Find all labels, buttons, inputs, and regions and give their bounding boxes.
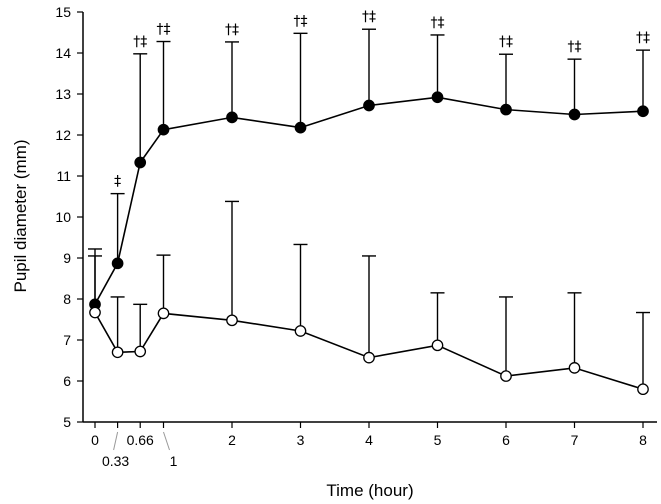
x-tick-label: 3	[297, 432, 305, 448]
y-tick-label: 9	[63, 250, 71, 266]
filled-data-point	[637, 105, 649, 118]
y-tick-label: 8	[63, 291, 71, 307]
significance-layer: ‡ †‡ †‡ †‡ †‡ †‡ †‡ †‡ †‡ †‡	[114, 9, 650, 189]
significance-marker: †‡	[431, 15, 445, 31]
x-tick-label: 0.33	[102, 453, 129, 469]
x-tick-label: 1	[170, 453, 178, 469]
y-tick-label: 12	[55, 127, 71, 143]
x-tick-label: 6	[502, 432, 510, 448]
filled-data-point	[500, 103, 512, 116]
x-axis-title: Time (hour)	[326, 481, 413, 500]
y-tick-label: 11	[56, 168, 71, 184]
significance-marker: †‡	[362, 9, 376, 25]
data-points-layer	[89, 91, 649, 396]
open-data-point	[157, 307, 170, 320]
significance-marker: ‡	[114, 174, 121, 190]
y-tick-label: 10	[55, 209, 71, 225]
filled-data-point	[294, 121, 307, 134]
y-tick-label: 6	[63, 373, 71, 389]
open-data-point	[111, 346, 124, 359]
significance-marker: †‡	[133, 34, 147, 50]
significance-marker: †‡	[636, 30, 650, 46]
x-tick-label: 0	[91, 432, 99, 448]
significance-marker: †‡	[499, 34, 513, 50]
filled-data-point	[568, 108, 581, 121]
open-data-point	[637, 383, 649, 396]
open-data-point	[226, 314, 238, 327]
error-bars-layer	[88, 28, 650, 390]
y-tick-label: 13	[55, 86, 71, 102]
open-data-point	[134, 345, 147, 358]
axes-layer: 5 6 7 8 9 10 11 12 13 14 15 0 0.66 2 3 4 5 6 7 8 0.33 1	[55, 4, 657, 469]
y-tick-label: 5	[63, 414, 71, 430]
filled-data-point	[157, 123, 170, 136]
open-data-point	[363, 351, 375, 364]
significance-marker: †‡	[294, 13, 308, 29]
x-tick-label: 7	[571, 432, 579, 448]
filled-data-point	[226, 111, 238, 124]
significance-marker: †‡	[157, 22, 171, 38]
significance-marker: †‡	[225, 22, 239, 38]
x-tick-label: 8	[639, 432, 647, 448]
x-tick-leader	[113, 431, 119, 451]
open-data-point	[500, 370, 512, 382]
x-tick-label: 2	[228, 432, 236, 448]
open-data-point	[568, 362, 581, 374]
x-tick-leader	[163, 431, 170, 451]
open-data-point	[431, 339, 444, 352]
y-tick-label: 7	[63, 332, 71, 348]
filled-data-point	[363, 99, 375, 112]
y-axis-title: Pupil diameter (mm)	[11, 139, 30, 292]
open-data-point	[89, 306, 101, 319]
x-tick-label: 5	[434, 432, 442, 448]
open-data-point	[294, 325, 307, 337]
filled-data-point	[134, 156, 147, 169]
filled-data-point	[431, 91, 444, 104]
y-tick-label: 15	[55, 4, 71, 20]
x-tick-label: 4	[365, 432, 373, 448]
filled-data-point	[111, 257, 124, 270]
x-tick-label: 0.66	[127, 432, 154, 448]
y-tick-label: 14	[55, 45, 71, 61]
significance-marker: †‡	[568, 39, 582, 55]
